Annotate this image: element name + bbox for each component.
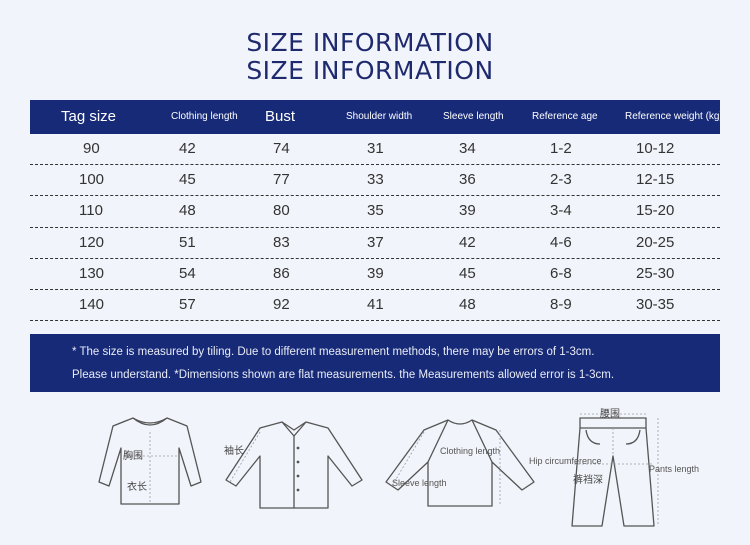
cell-tag-size: 120 xyxy=(79,233,105,251)
header-shoulder-width: Shoulder width xyxy=(346,111,413,122)
cell-bust: 86 xyxy=(273,264,290,282)
table-row: 100 45 77 33 36 2-3 12-15 xyxy=(30,165,720,197)
label-bust-cn: 胸围 xyxy=(123,451,143,462)
cell-sleeve-length: 42 xyxy=(459,233,476,251)
cell-reference-age: 3-4 xyxy=(550,202,572,220)
header-reference-weight: Reference weight (kg) xyxy=(625,111,720,122)
table-row: 90 42 74 31 34 1-2 10-12 xyxy=(30,134,720,166)
cell-sleeve-length: 36 xyxy=(459,171,476,189)
cell-tag-size: 90 xyxy=(83,140,100,157)
header-clothing-length: Clothing length xyxy=(171,111,238,122)
page-title: SIZE INFORMATION xyxy=(246,28,494,57)
size-table-body: 90 42 74 31 34 1-2 10-12 100 45 77 33 36… xyxy=(30,134,720,322)
cell-bust: 92 xyxy=(273,295,290,313)
cell-bust: 80 xyxy=(273,202,290,220)
cell-reference-age: 6-8 xyxy=(550,264,572,282)
table-row: 120 51 83 37 42 4-6 20-25 xyxy=(30,228,720,259)
cell-reference-weight: 12-15 xyxy=(636,171,675,189)
label-pants-length: Pants length xyxy=(649,464,700,474)
cell-clothing-length: 57 xyxy=(179,295,196,313)
cell-reference-age: 1-2 xyxy=(550,140,572,157)
cell-tag-size: 140 xyxy=(79,295,105,313)
label-waist-cn: 腰围 xyxy=(600,409,620,420)
cell-reference-weight: 10-12 xyxy=(636,140,675,157)
cell-reference-age: 8-9 xyxy=(550,295,572,313)
cell-shoulder-width: 41 xyxy=(367,295,384,313)
table-row: 130 54 86 39 45 6-8 25-30 xyxy=(30,259,720,290)
label-sleeve-length: Sleeve length xyxy=(392,478,447,488)
cell-clothing-length: 51 xyxy=(179,233,196,251)
cell-reference-age: 4-6 xyxy=(550,233,572,251)
note-line-1: * The size is measured by tiling. Due to… xyxy=(72,346,595,358)
table-row: 140 57 92 41 48 8-9 30-35 xyxy=(30,290,720,322)
header-tag-size: Tag size xyxy=(61,108,117,125)
sweater-outline-icon xyxy=(98,417,202,505)
shirt-outline-icon xyxy=(225,421,363,509)
shirt-measurement-diagram: 袖长 xyxy=(222,412,367,512)
raglan-measurement-diagram: Clothing length Sleeve length xyxy=(380,412,540,512)
table-row: 110 48 80 35 39 3-4 15-20 xyxy=(30,196,720,228)
cell-bust: 77 xyxy=(273,171,290,189)
note-line-2: Please understand. *Dimensions shown are… xyxy=(72,369,615,381)
label-clothing-length: Clothing length xyxy=(440,446,501,456)
cell-shoulder-width: 31 xyxy=(367,140,384,157)
cell-reference-weight: 15-20 xyxy=(636,202,675,220)
raglan-shirt-outline-icon xyxy=(385,419,535,507)
cell-tag-size: 100 xyxy=(79,171,105,189)
cell-sleeve-length: 34 xyxy=(459,140,476,157)
cell-shoulder-width: 35 xyxy=(367,202,384,220)
cell-reference-weight: 20-25 xyxy=(636,233,675,251)
cell-clothing-length: 42 xyxy=(179,140,196,157)
cell-reference-weight: 30-35 xyxy=(636,295,675,313)
header-sleeve-length: Sleeve length xyxy=(443,111,504,122)
cell-sleeve-length: 45 xyxy=(459,264,476,282)
label-hip-circumference: Hip circumference xyxy=(529,456,602,466)
cell-tag-size: 110 xyxy=(79,202,103,220)
cell-bust: 83 xyxy=(273,233,290,251)
measurement-note: * The size is measured by tiling. Due to… xyxy=(30,334,720,392)
cell-reference-weight: 25-30 xyxy=(636,264,675,282)
label-sleeve-cn: 袖长 xyxy=(224,446,244,457)
cell-bust: 74 xyxy=(273,140,290,157)
label-length-cn: 衣长 xyxy=(127,482,147,493)
page-title-repeat: SIZE INFORMATION xyxy=(246,56,494,85)
header-reference-age: Reference age xyxy=(532,111,598,122)
pants-measurement-diagram: 腰围 Hip circumference 裤裆深 Pants length xyxy=(528,404,718,528)
cell-clothing-length: 45 xyxy=(179,171,196,189)
cell-tag-size: 130 xyxy=(79,264,105,282)
sweater-measurement-diagram: 胸围 衣长 xyxy=(95,412,205,512)
cell-clothing-length: 48 xyxy=(179,202,196,220)
cell-sleeve-length: 39 xyxy=(459,202,476,220)
cell-shoulder-width: 39 xyxy=(367,264,384,282)
cell-shoulder-width: 33 xyxy=(367,171,384,189)
cell-sleeve-length: 48 xyxy=(459,295,476,313)
cell-shoulder-width: 37 xyxy=(367,233,384,251)
pants-outline-icon xyxy=(571,413,659,527)
header-bust: Bust xyxy=(265,108,296,125)
cell-reference-age: 2-3 xyxy=(550,171,572,189)
cell-clothing-length: 54 xyxy=(179,264,196,282)
label-rise-cn: 裤裆深 xyxy=(573,475,603,486)
size-table-header: Tag size Clothing length Bust Shoulder w… xyxy=(30,100,720,134)
